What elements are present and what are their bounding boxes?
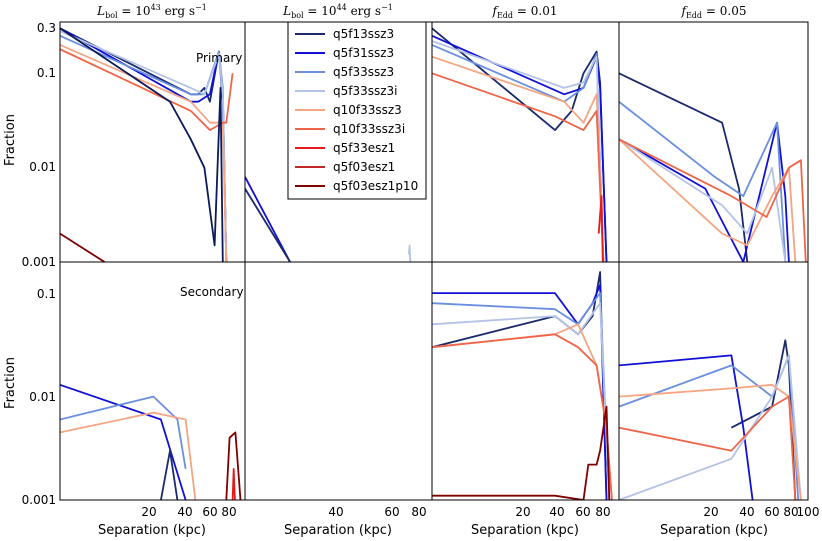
legend-label-q5f03esz1p10: q5f03esz1p10 bbox=[333, 179, 418, 193]
series-line-q10f33ssz3 bbox=[619, 383, 802, 500]
legend-label-q5f03esz1: q5f03esz1 bbox=[333, 160, 395, 174]
xtick-label: 100 bbox=[797, 505, 820, 519]
xtick-label: 80 bbox=[411, 505, 426, 519]
legend-label-q5f33ssz3i: q5f33ssz3i bbox=[333, 84, 398, 98]
ylabel-bottom: Fraction bbox=[3, 357, 18, 409]
series-line-q5f33esz1 bbox=[597, 195, 604, 262]
panel-frames bbox=[59, 21, 809, 501]
xtick-label: 60 bbox=[384, 505, 399, 519]
series-line-q5f13ssz3 bbox=[160, 449, 179, 500]
xtick-label: 40 bbox=[177, 505, 192, 519]
yticks-top: 0.3 0.1 0.01 0.001 bbox=[22, 21, 56, 269]
col-title-2: fEdd = 0.01 bbox=[492, 4, 558, 20]
series-line-q5f31ssz3 bbox=[432, 283, 608, 500]
yticks-bottom: 0.1 0.01 0.001 bbox=[22, 287, 56, 507]
legend-label-q5f31ssz3: q5f31ssz3 bbox=[333, 46, 394, 60]
series-line-q10f33ssz3 bbox=[432, 55, 605, 262]
col-title-1: Lbol = 1044 erg s−1 bbox=[282, 3, 393, 20]
panel-r1-c3 bbox=[619, 339, 802, 500]
xlabel-col1: Separation (kpc) bbox=[284, 523, 392, 538]
xtick-label: 40 bbox=[739, 505, 754, 519]
ytick-label: 0.3 bbox=[37, 21, 56, 35]
xtick-label: 80 bbox=[595, 505, 610, 519]
series-line-q5f31ssz3 bbox=[60, 383, 187, 500]
series-line-q5f31ssz3 bbox=[619, 354, 754, 500]
column-titles: Lbol = 1043 erg s−1 Lbol = 1044 erg s−1 … bbox=[96, 3, 746, 20]
panel-r0-c0 bbox=[60, 27, 234, 262]
series-line-q5f03esz1p10 bbox=[225, 431, 242, 500]
series-line-q5f33ssz3 bbox=[432, 44, 605, 262]
series-line-q10f33ssz3 bbox=[60, 44, 228, 262]
series-line-q5f33ssz3i bbox=[619, 138, 787, 262]
series-line-q5f33ssz3 bbox=[619, 354, 800, 500]
series-line-q5f31ssz3 bbox=[245, 176, 291, 262]
panel-r0-c3 bbox=[619, 72, 807, 262]
panel-r1-c2 bbox=[432, 271, 613, 500]
xtick-label: 20 bbox=[515, 505, 530, 519]
series-line-q5f13ssz3 bbox=[619, 72, 749, 262]
ytick-label: 0.01 bbox=[29, 390, 56, 404]
legend-label-q5f13ssz3: q5f13ssz3 bbox=[333, 27, 394, 41]
xtick-label: 60 bbox=[202, 505, 217, 519]
series-line-q5f03esz1p10 bbox=[432, 405, 611, 500]
panel-frame-r1-c1 bbox=[244, 261, 433, 501]
xtick-label: 80 bbox=[221, 505, 236, 519]
xtick-label: 40 bbox=[549, 505, 564, 519]
series-line-primary_dark bbox=[60, 27, 224, 262]
series-line-q5f33ssz3i bbox=[60, 30, 228, 262]
ytick-label: 0.001 bbox=[22, 493, 56, 507]
xlabel-col3: Separation (kpc) bbox=[660, 523, 768, 538]
series-line-q5f31ssz3 bbox=[619, 121, 790, 262]
series-line-q5f33ssz3i bbox=[407, 244, 412, 262]
series-line-q10f33ssz3 bbox=[619, 138, 797, 262]
xtick-label: 80 bbox=[783, 505, 798, 519]
series-line-q5f03esz1p10 bbox=[60, 232, 106, 262]
ytick-label: 0.1 bbox=[37, 66, 56, 80]
series-line-q5f31ssz3 bbox=[432, 34, 608, 262]
series-line-q5f13ssz3 bbox=[432, 27, 608, 262]
series-line-q5f13ssz3 bbox=[245, 188, 291, 262]
ytick-label: 0.01 bbox=[29, 160, 56, 174]
series-line-q5f33ssz3i bbox=[619, 354, 802, 500]
ylabel-top: Fraction bbox=[3, 114, 18, 166]
series-line-q5f33ssz3i bbox=[432, 40, 605, 262]
panel-r1-c0 bbox=[60, 383, 242, 500]
series-layer bbox=[60, 27, 807, 500]
ytick-label: 0.1 bbox=[37, 287, 56, 301]
xlabel-col0: Separation (kpc) bbox=[98, 523, 206, 538]
series-line-q10f33ssz3i bbox=[432, 72, 605, 262]
series-line-q5f33esz1 bbox=[231, 467, 236, 500]
panel-r0-c2 bbox=[432, 27, 608, 262]
xtick-label: 60 bbox=[575, 505, 590, 519]
series-line-q5f13ssz3 bbox=[432, 271, 608, 500]
series-line-q10f33ssz3i bbox=[432, 333, 613, 500]
panel-frame-r0-c2 bbox=[431, 21, 620, 263]
ytick-label: 0.001 bbox=[22, 255, 56, 269]
legend: q5f13ssz3 q5f31ssz3 q5f33ssz3 q5f33ssz3i q10… bbox=[287, 21, 427, 200]
series-line-q5f33ssz3i bbox=[432, 302, 611, 500]
legend-label-q10f33ssz3i: q10f33ssz3i bbox=[333, 122, 405, 136]
col-title-0: Lbol = 1043 erg s−1 bbox=[96, 3, 207, 20]
legend-label-q10f33ssz3: q10f33ssz3 bbox=[333, 103, 402, 117]
legend-label-q5f33esz1: q5f33esz1 bbox=[333, 141, 395, 155]
series-line-q10f33ssz3 bbox=[432, 323, 613, 500]
xticks: 20 40 60 80 40 60 80 20 40 60 80 20 40 6… bbox=[141, 505, 819, 519]
legend-label-q5f33ssz3: q5f33ssz3 bbox=[333, 65, 394, 79]
xtick-label: 60 bbox=[764, 505, 779, 519]
row-label-secondary: Secondary bbox=[180, 285, 244, 299]
series-line-q5f33ssz3 bbox=[60, 395, 187, 470]
xtick-label: 20 bbox=[703, 505, 718, 519]
series-line-q10f33ssz3 bbox=[60, 411, 197, 500]
xtick-label: 20 bbox=[141, 505, 156, 519]
series-line-q10f33ssz3i bbox=[619, 138, 807, 262]
row-label-primary: Primary bbox=[196, 51, 242, 65]
series-line-q5f33ssz3 bbox=[619, 100, 787, 262]
panel-frame-r1-c3 bbox=[618, 261, 809, 501]
xlabel-col2: Separation (kpc) bbox=[471, 523, 579, 538]
panel-r0-c1 bbox=[245, 176, 412, 262]
xtick-label: 40 bbox=[328, 505, 343, 519]
col-title-3: fEdd = 0.05 bbox=[681, 4, 747, 20]
series-line-q10f33ssz3i bbox=[619, 395, 797, 500]
